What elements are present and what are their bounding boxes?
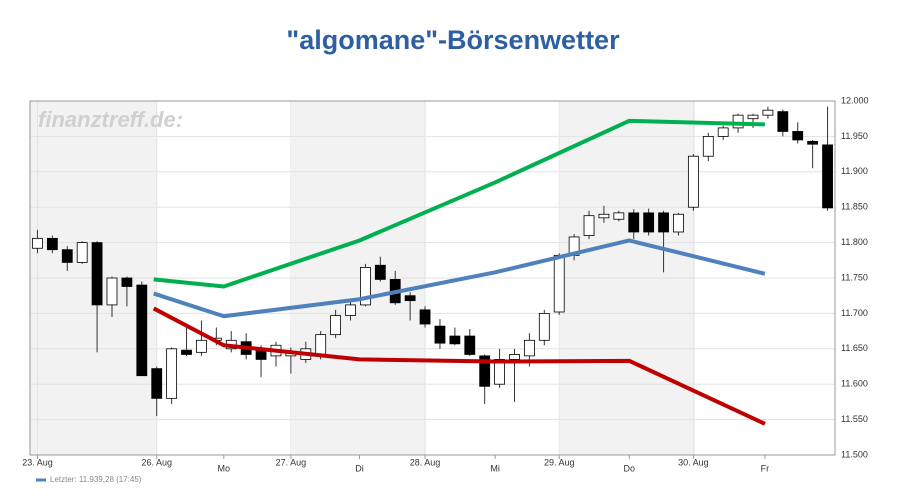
forecast-line <box>153 118 765 289</box>
candle-body <box>404 295 416 302</box>
candle-body <box>538 312 550 341</box>
candle-body <box>613 212 625 220</box>
candle-body <box>61 249 73 263</box>
y-tick-label: 11.700 <box>841 308 868 318</box>
candle-body <box>46 237 58 251</box>
y-tick-label: 11.750 <box>841 272 868 282</box>
candle-body <box>673 213 684 233</box>
candle-body <box>822 144 833 209</box>
candle-body <box>91 242 103 306</box>
x-tick-label: Mo <box>218 463 231 473</box>
candle-body <box>807 140 819 145</box>
candle-body <box>32 237 43 249</box>
forecast-line <box>152 306 766 426</box>
candle-body <box>360 266 371 306</box>
candle-body <box>374 264 386 280</box>
candle-body <box>732 114 744 129</box>
y-tick-label: 11.650 <box>841 343 868 353</box>
candle-body <box>598 213 610 219</box>
y-tick-label: 11.800 <box>841 237 868 247</box>
candle-body <box>717 127 729 137</box>
candle-body <box>330 315 342 336</box>
x-tick-label: 30. Aug <box>678 457 709 467</box>
forecast-line <box>153 238 766 319</box>
x-tick-label: Di <box>355 463 364 473</box>
candle-body <box>464 335 476 355</box>
x-tick-label: 28. Aug <box>410 457 441 467</box>
plot-frame <box>29 100 836 456</box>
candle-body <box>553 254 565 313</box>
candle-body <box>628 212 640 233</box>
candle-body <box>523 339 535 357</box>
candle-body <box>345 304 356 316</box>
y-tick-label: 11.850 <box>841 202 868 212</box>
candle-body <box>419 309 431 325</box>
candle-body <box>687 155 699 208</box>
footer-note: Letzter: 11.939,28 (17:45) <box>50 475 142 484</box>
candle-body <box>583 215 595 236</box>
x-tick-label: 26. Aug <box>141 457 172 467</box>
candle-body <box>643 212 655 233</box>
x-tick-label: 29. Aug <box>544 457 575 467</box>
candle-body <box>315 334 327 357</box>
candle-body <box>702 135 714 157</box>
x-tick-label: 23. Aug <box>22 457 53 467</box>
plot <box>32 106 833 426</box>
candle-body <box>777 111 789 132</box>
x-tick-label: Do <box>624 463 636 473</box>
candle-body <box>196 339 207 353</box>
candle-body <box>121 277 133 287</box>
y-tick-label: 11.550 <box>841 414 868 424</box>
y-tick-label: 11.900 <box>841 166 868 176</box>
candle-body <box>479 355 491 387</box>
x-tick-label: 27. Aug <box>276 457 307 467</box>
chart-title: "algomane"-Börsenwetter <box>286 25 620 55</box>
candle-body <box>434 325 446 344</box>
y-tick-label: 11.500 <box>841 449 868 459</box>
candle-body <box>166 348 178 399</box>
x-tick-label: Mi <box>490 463 500 473</box>
candle-body <box>151 368 163 399</box>
x-tick-label: Fr <box>761 463 770 473</box>
y-tick-label: 11.600 <box>841 379 868 389</box>
watermark: finanztreff.de: <box>38 107 183 132</box>
candle-body <box>106 277 118 306</box>
candle-body <box>792 131 804 141</box>
candle-body <box>494 359 505 385</box>
candle-body <box>136 284 148 377</box>
candle-body <box>747 114 759 120</box>
y-tick-label: 12.000 <box>841 95 869 105</box>
candle-body <box>658 212 669 233</box>
candle-body <box>449 335 461 345</box>
y-tick-label: 11.950 <box>841 131 868 141</box>
candle-body <box>509 354 520 360</box>
candle-body <box>762 109 774 116</box>
candle-body <box>76 242 88 263</box>
candle-body <box>181 349 192 355</box>
